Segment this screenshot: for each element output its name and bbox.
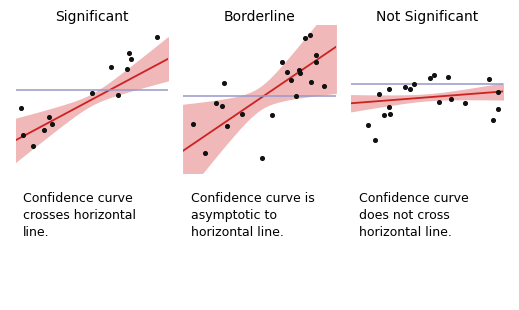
Point bbox=[296, 71, 304, 76]
Point bbox=[444, 75, 452, 80]
Point bbox=[312, 53, 321, 58]
Point bbox=[107, 65, 115, 70]
Point bbox=[307, 79, 315, 84]
Text: Confidence curve
crosses horizontal
line.: Confidence curve crosses horizontal line… bbox=[23, 192, 136, 239]
Point bbox=[489, 117, 498, 122]
Point bbox=[409, 82, 418, 87]
Point bbox=[200, 151, 209, 156]
Point bbox=[364, 122, 373, 127]
Title: Not Significant: Not Significant bbox=[376, 10, 479, 24]
Point bbox=[494, 107, 502, 112]
Point bbox=[48, 122, 57, 126]
Point bbox=[220, 81, 228, 86]
Point bbox=[189, 121, 197, 126]
Point bbox=[286, 78, 295, 82]
Point bbox=[406, 86, 414, 91]
Point bbox=[401, 84, 409, 89]
Point bbox=[283, 70, 291, 75]
Title: Borderline: Borderline bbox=[224, 10, 295, 24]
Point bbox=[311, 59, 320, 64]
Point bbox=[19, 133, 28, 138]
Point bbox=[218, 104, 226, 109]
Point bbox=[29, 143, 37, 148]
Point bbox=[124, 67, 132, 72]
Point bbox=[223, 123, 231, 128]
Point bbox=[268, 113, 276, 117]
Point bbox=[306, 32, 314, 37]
Point bbox=[189, 181, 197, 186]
Point bbox=[385, 87, 393, 92]
Point bbox=[17, 105, 25, 110]
Point bbox=[125, 51, 133, 56]
Point bbox=[426, 76, 434, 81]
Point bbox=[435, 100, 444, 104]
Point bbox=[127, 56, 135, 61]
Point bbox=[320, 84, 328, 89]
Text: Confidence curve
does not cross
horizontal line.: Confidence curve does not cross horizont… bbox=[359, 192, 468, 239]
Point bbox=[291, 93, 299, 98]
Point bbox=[114, 92, 122, 97]
Title: Significant: Significant bbox=[55, 10, 129, 24]
Point bbox=[485, 77, 494, 82]
Point bbox=[40, 128, 49, 133]
Point bbox=[494, 90, 502, 95]
Point bbox=[446, 97, 455, 102]
Point bbox=[211, 100, 220, 105]
Point bbox=[301, 35, 309, 40]
Point bbox=[87, 90, 95, 95]
Text: Confidence curve is
asymptotic to
horizontal line.: Confidence curve is asymptotic to horizo… bbox=[191, 192, 315, 239]
Point bbox=[386, 112, 394, 117]
Point bbox=[371, 138, 379, 143]
Point bbox=[461, 101, 470, 106]
Point bbox=[379, 113, 388, 118]
Point bbox=[238, 111, 247, 116]
Point bbox=[278, 60, 286, 64]
Point bbox=[258, 156, 266, 161]
Point bbox=[429, 73, 438, 78]
Point bbox=[45, 115, 53, 120]
Point bbox=[385, 104, 393, 109]
Point bbox=[375, 91, 383, 96]
Point bbox=[295, 67, 303, 72]
Point bbox=[153, 34, 161, 39]
